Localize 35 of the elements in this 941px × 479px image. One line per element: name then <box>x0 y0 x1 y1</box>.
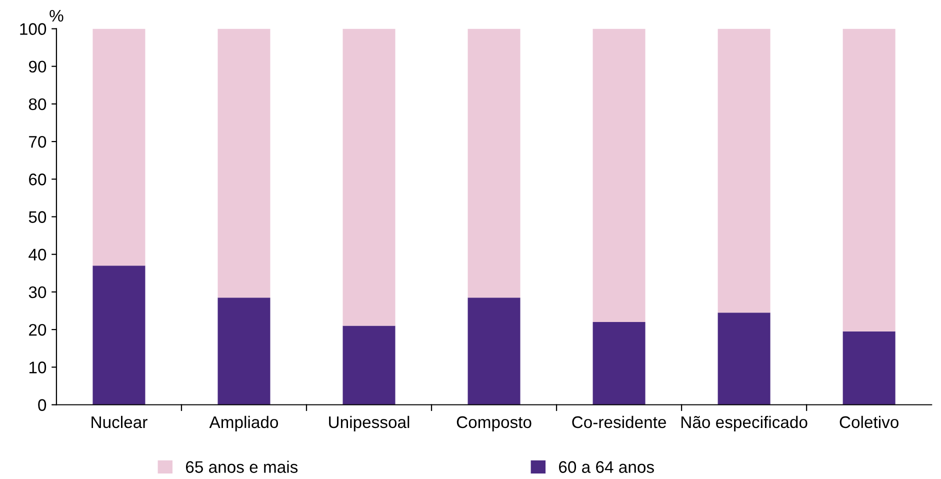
bar <box>718 312 770 405</box>
bar <box>218 298 270 405</box>
bar <box>218 28 270 298</box>
x-tick-label: Ampliado <box>209 416 278 432</box>
legend-label: 60 a 64 anos <box>559 461 654 473</box>
y-tick-label: 80 <box>28 98 46 110</box>
y-tick-label: 20 <box>29 324 46 336</box>
x-tick-label: Co-residente <box>572 416 666 428</box>
y-tick-label: 60 <box>29 174 46 186</box>
bar <box>92 266 146 405</box>
bar <box>592 322 646 405</box>
bar <box>468 28 520 298</box>
y-tick-label: 50 <box>28 211 46 223</box>
bar <box>342 28 396 326</box>
bar <box>468 298 520 405</box>
y-tick-label: 70 <box>29 136 46 148</box>
x-tick-label: Coletivo <box>840 416 898 428</box>
y-tick-label: 30 <box>28 286 46 298</box>
y-axis-title: % <box>50 10 64 22</box>
bar <box>842 331 896 405</box>
x-tick-label: Composto <box>456 416 532 432</box>
legend-label: 65 anos e mais <box>186 460 298 473</box>
y-tick-label: 90 <box>28 60 46 73</box>
bar <box>342 326 396 405</box>
bar <box>842 28 896 332</box>
x-tick-label: Não especificado <box>682 416 808 432</box>
y-tick-label: 40 <box>28 248 46 261</box>
bar <box>718 28 770 313</box>
y-tick-label: 100 <box>20 23 46 35</box>
bar <box>592 28 646 322</box>
y-tick-label: 10 <box>29 362 46 374</box>
bar <box>92 28 146 266</box>
x-tick-label: Unipessoal <box>329 416 410 432</box>
x-tick-label: Nuclear <box>92 416 148 428</box>
y-tick-label: 0 <box>38 399 46 411</box>
